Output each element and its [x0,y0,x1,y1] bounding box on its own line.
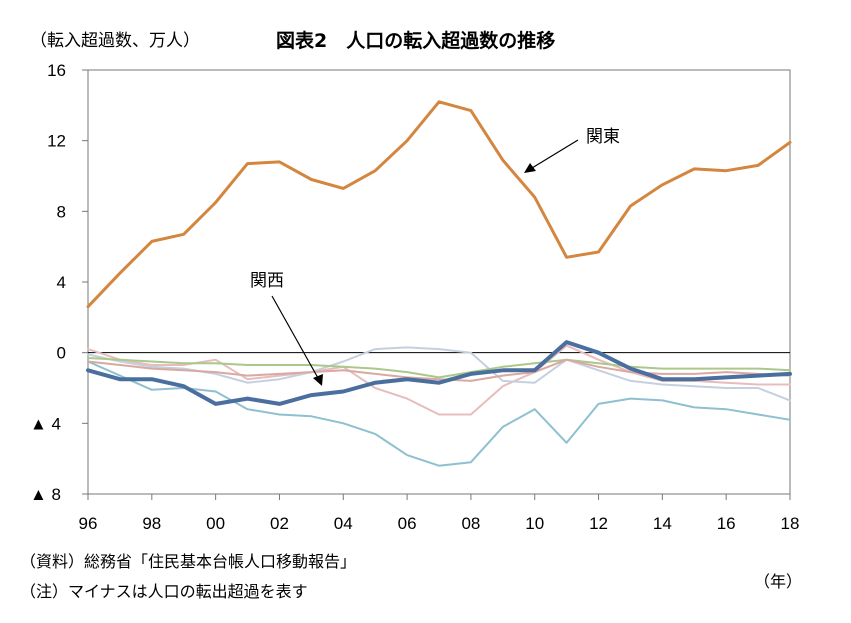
y-tick-label: 4 [57,273,66,292]
annotation-arrowhead-kanto [524,163,536,173]
y-tick-label: 0 [57,344,66,363]
series-line-関東 [86,100,792,309]
x-tick-label: 14 [653,514,672,533]
footnote: （注）マイナスは人口の転出超過を表す [20,582,308,601]
x-unit-label: （年） [754,572,803,591]
series-line-region-2 [87,360,791,467]
plot-frame [87,69,791,495]
axes: 16 12 8 4 0 ▲ 4 ▲ 8 96 98 00 02 04 06 08 10 12 14 16 18 [30,61,799,533]
y-tick-label: 12 [47,132,66,151]
y-tick-label: ▲ 8 [30,485,61,504]
x-tick-label: 96 [79,514,98,533]
y-tick-label: ▲ 4 [30,414,61,433]
x-tick-label: 16 [717,514,736,533]
x-tick-label: 04 [334,514,353,533]
x-tick-label: 18 [781,514,800,533]
y-tick-label: 8 [57,202,66,221]
y-tick-label: 16 [47,61,66,80]
chart-title: 図表2 人口の転入超過数の推移 [276,30,556,52]
annotation-kanto: 関東 [586,127,620,147]
y-unit-label: （転入超過数、万人） [30,31,200,51]
annotation-arrow-kansai [271,295,319,379]
x-tick-label: 12 [589,514,608,533]
source-note: （資料）総務省「住民基本台帳人口移動報告」 [20,552,357,571]
series-layer [86,100,792,467]
annotation-arrowhead-kansai [313,374,323,386]
x-tick-label: 00 [206,514,225,533]
x-tick-label: 02 [270,514,289,533]
series-line-region-6 [87,358,791,382]
series-line-関西 [86,340,792,406]
series-line-region-5 [87,357,791,379]
x-tick-label: 98 [142,514,161,533]
x-tick-label: 10 [525,514,544,533]
x-tick-label: 08 [461,514,480,533]
annotation-kansai: 関西 [250,271,284,291]
annotation-arrow-kanto [531,139,579,169]
x-tick-label: 06 [398,514,417,533]
